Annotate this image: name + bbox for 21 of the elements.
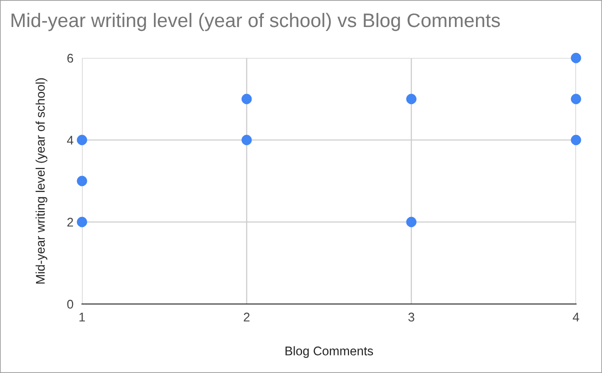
- point: [570, 134, 582, 146]
- y-tick-label: 0: [67, 300, 74, 309]
- point: [76, 216, 88, 228]
- y-tick-label: 6: [67, 54, 74, 63]
- point: [241, 94, 252, 104]
- point: [76, 176, 88, 186]
- y-tick-label: 2: [67, 218, 74, 227]
- point: [76, 134, 88, 146]
- y-tick-label: 4: [67, 136, 74, 145]
- point: [406, 216, 417, 228]
- chart-title: Mid-year writing level (year of school) vs Blog Comments: [12, 12, 500, 32]
- x-tick-label: 3: [408, 312, 414, 322]
- x-tick-label: 4: [572, 312, 580, 322]
- x-tick-label: 1: [79, 312, 85, 322]
- point: [570, 94, 582, 104]
- y-axis-title: Mid-year writing level (year of school): [36, 78, 48, 284]
- point: [406, 94, 417, 104]
- point: [570, 52, 582, 64]
- x-axis-title: Blog Comments: [286, 346, 374, 358]
- point: [241, 134, 252, 146]
- x-tick-label: 2: [244, 312, 250, 322]
